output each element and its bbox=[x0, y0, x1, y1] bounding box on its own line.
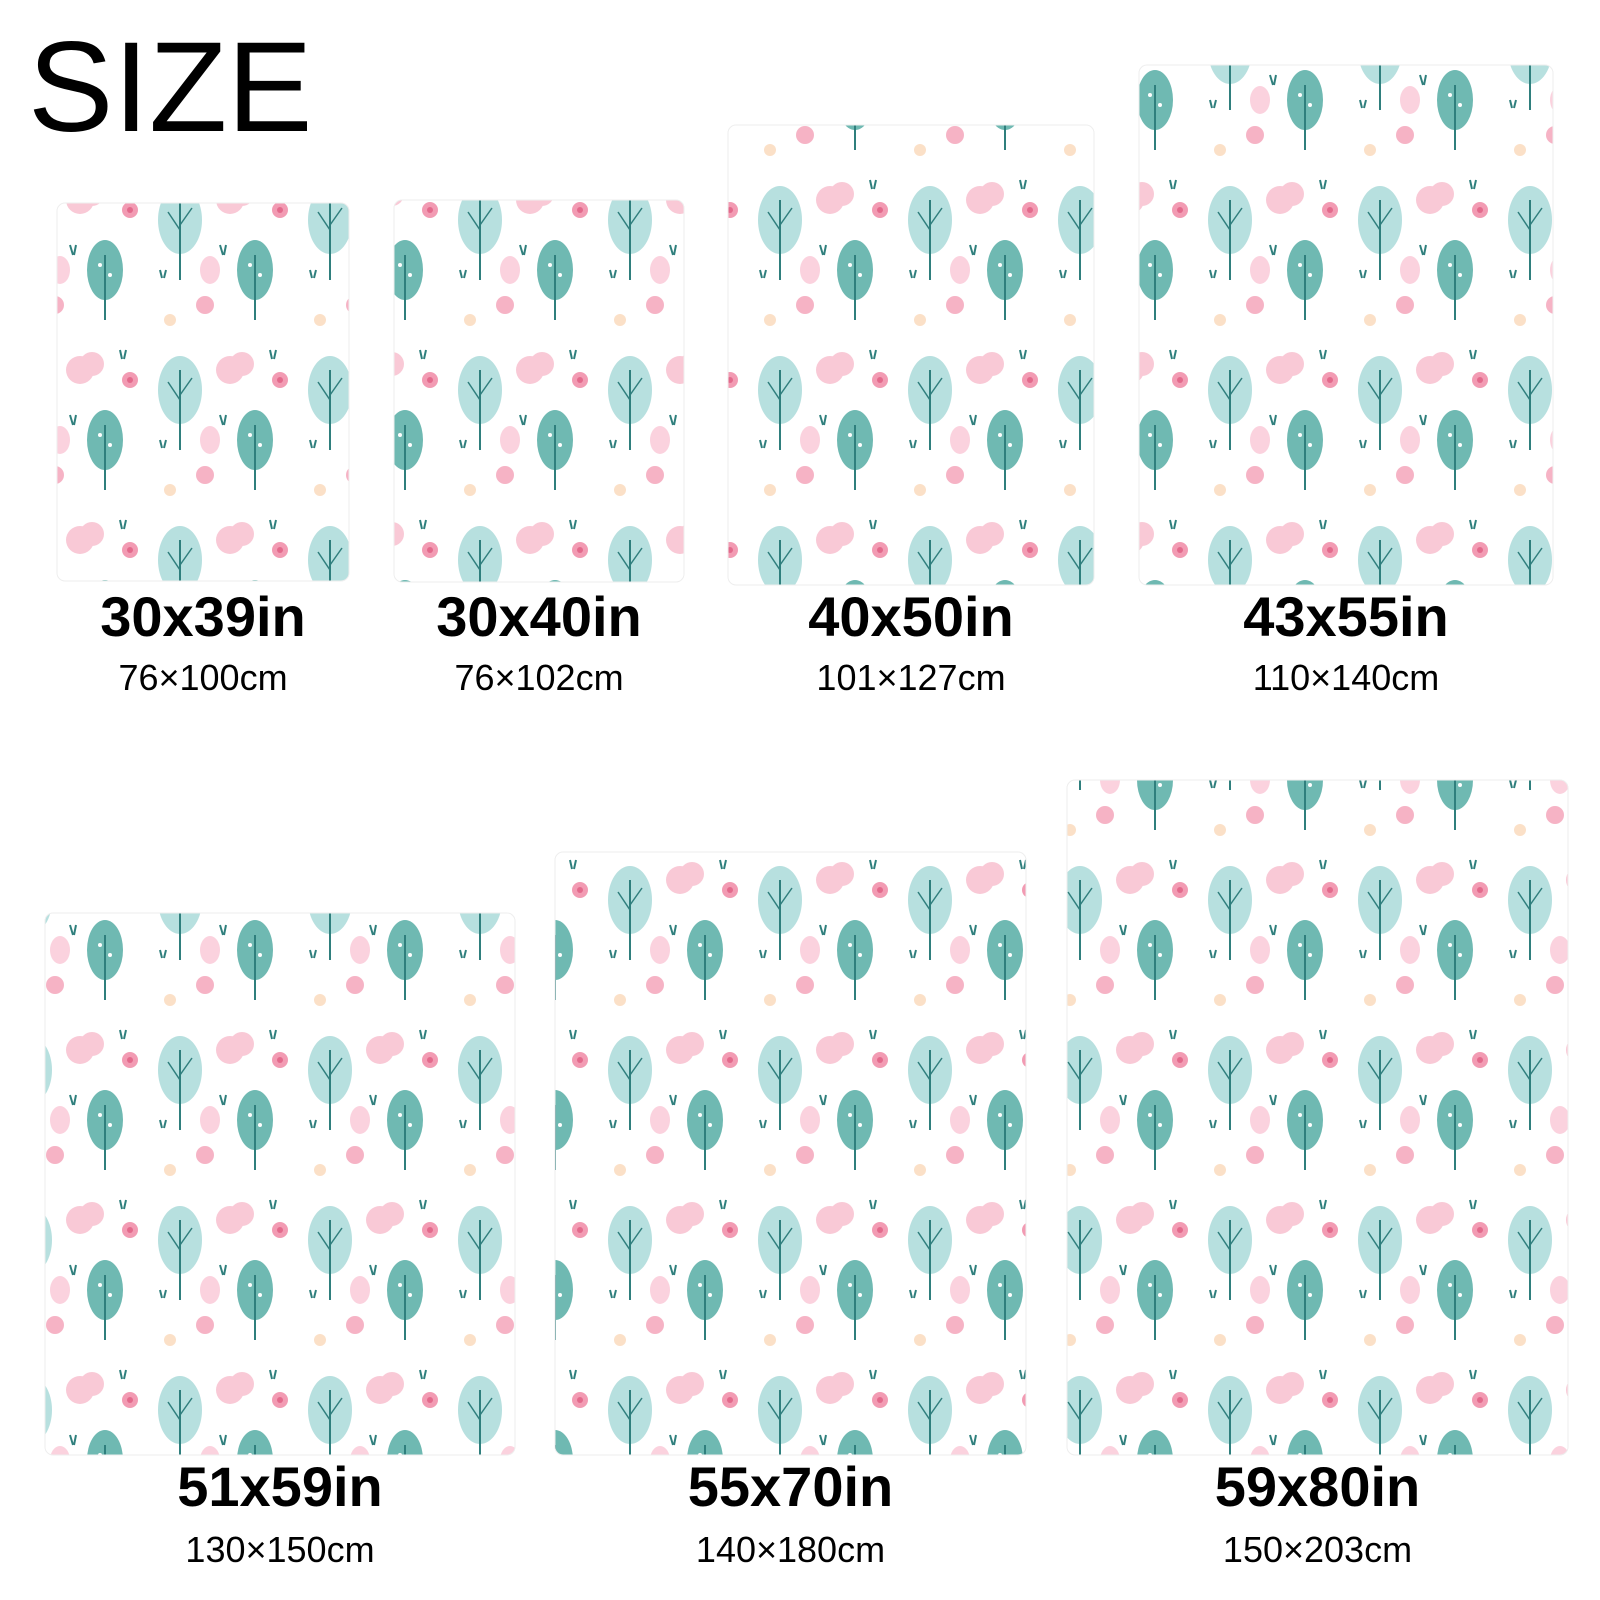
size-inches: 40x50in bbox=[808, 585, 1014, 648]
size-inches: 43x55in bbox=[1243, 585, 1449, 648]
size-inches: 30x39in bbox=[100, 585, 306, 648]
size-inches: 59x80in bbox=[1215, 1455, 1421, 1518]
blanket-image bbox=[554, 851, 1027, 1456]
size-cm: 101×127cm bbox=[816, 657, 1005, 698]
size-inches: 55x70in bbox=[688, 1455, 894, 1518]
blanket-image bbox=[727, 124, 1095, 586]
size-cm: 110×140cm bbox=[1253, 657, 1439, 698]
blanket-image bbox=[1066, 779, 1569, 1456]
size-cm: 76×102cm bbox=[454, 657, 623, 698]
blanket-image bbox=[56, 202, 350, 582]
size-cm: 150×203cm bbox=[1223, 1529, 1412, 1570]
size-cm: 130×150cm bbox=[185, 1529, 374, 1570]
size-inches: 30x40in bbox=[436, 585, 642, 648]
size-cm: 140×180cm bbox=[696, 1529, 885, 1570]
size-cm: 76×100cm bbox=[118, 657, 287, 698]
blanket-image bbox=[1138, 64, 1554, 586]
size-inches: 51x59in bbox=[177, 1455, 383, 1518]
blanket-image bbox=[393, 199, 685, 583]
blanket-image bbox=[44, 912, 516, 1456]
title: SIZE bbox=[28, 16, 313, 159]
